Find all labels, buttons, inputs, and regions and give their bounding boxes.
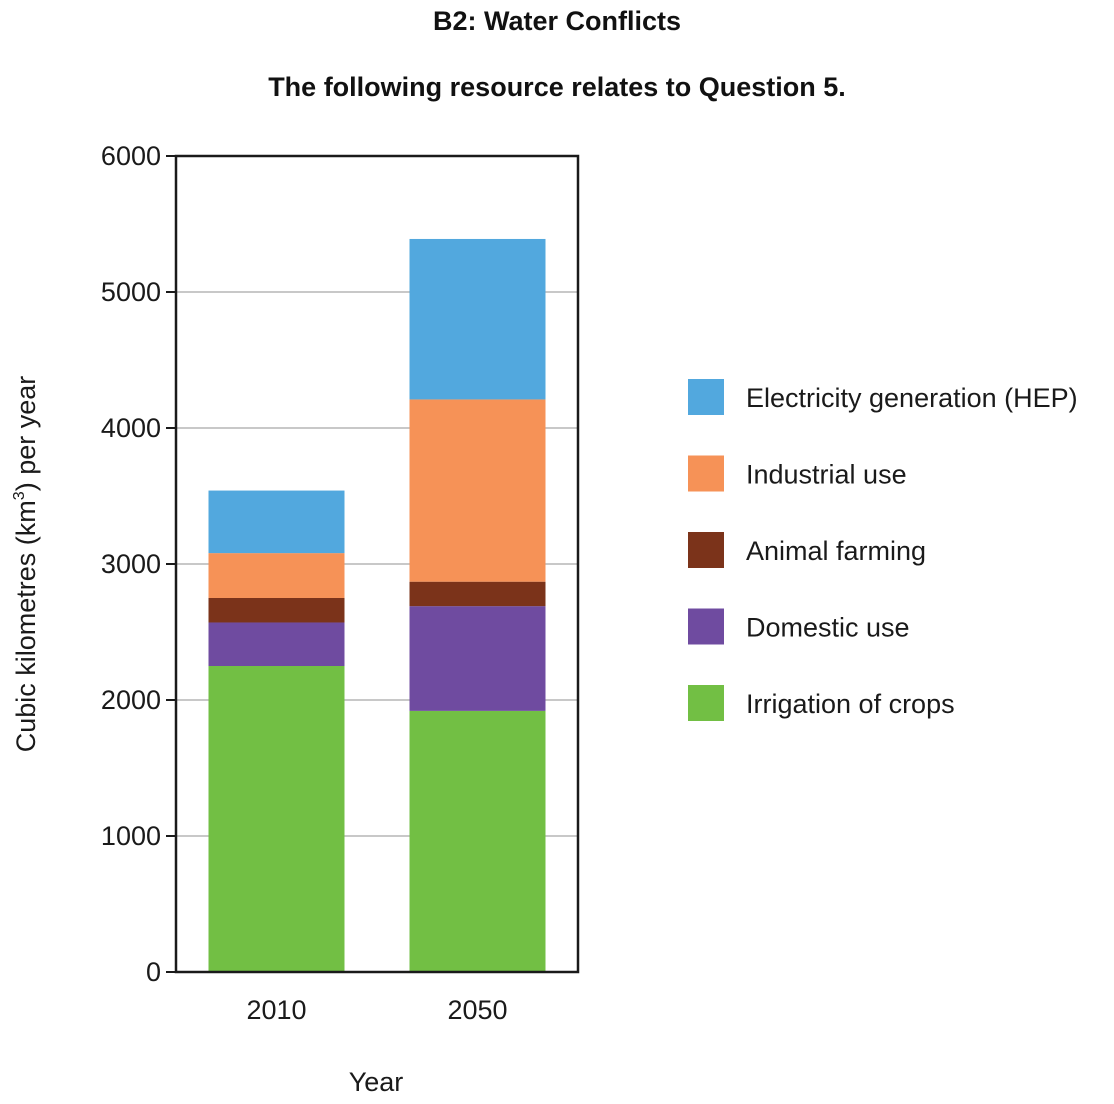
y-axis-ticks: 0 1000 2000 3000 4000 5000 6000 [101, 141, 176, 987]
bars [208, 238, 546, 972]
legend-swatch [688, 379, 724, 415]
bar-segment [208, 666, 345, 972]
y-tick-label: 0 [146, 957, 161, 987]
legend-swatch [688, 455, 724, 492]
bar-segment [409, 399, 546, 582]
legend: Electricity generation (HEP) Industrial u… [688, 379, 1078, 721]
y-tick-label: 6000 [101, 141, 161, 171]
resource-subtitle: The following resource relates to Questi… [268, 72, 846, 102]
y-axis-label-prefix: Cubic kilometres (km [11, 500, 41, 752]
y-tick-label: 3000 [101, 549, 161, 579]
x-tick-label: 2010 [246, 995, 306, 1025]
y-axis-label-suffix: ) per year [11, 376, 41, 492]
bar-segment [208, 490, 345, 554]
bar-segment [208, 622, 345, 666]
bar-segment [208, 553, 345, 598]
legend-label: Domestic use [746, 613, 910, 643]
x-axis-label: Year [349, 1067, 404, 1097]
legend-swatch [688, 685, 724, 721]
y-tick-label: 4000 [101, 413, 161, 443]
x-tick-label: 2050 [447, 995, 507, 1025]
y-tick-label: 1000 [101, 821, 161, 851]
legend-label: Electricity generation (HEP) [746, 383, 1078, 413]
legend-swatch [688, 608, 724, 645]
y-axis-label: Cubic kilometres (km3) per year [11, 376, 41, 753]
y-tick-label: 5000 [101, 277, 161, 307]
y-axis-label-superscript: 3 [11, 491, 28, 500]
section-title: B2: Water Conflicts [432, 6, 682, 36]
legend-swatch [688, 532, 724, 568]
y-tick-label: 2000 [101, 685, 161, 715]
legend-label: Industrial use [746, 460, 907, 490]
bar-segment [409, 238, 546, 400]
bar-segment [409, 710, 546, 972]
bar-segment [409, 581, 546, 607]
x-axis-ticks: 2010 2050 [246, 995, 507, 1025]
legend-label: Animal farming [746, 536, 926, 566]
bar-segment [208, 598, 345, 623]
bar-segment [409, 606, 546, 711]
legend-label: Irrigation of crops [746, 689, 955, 719]
